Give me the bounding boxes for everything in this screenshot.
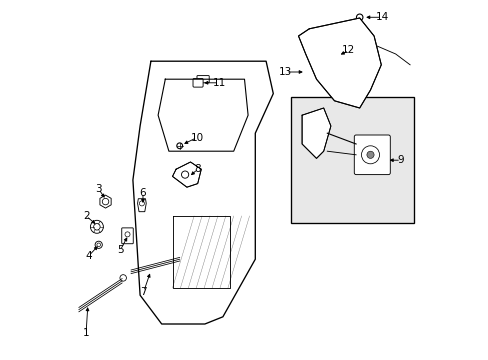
Circle shape [125, 232, 130, 237]
Text: 10: 10 [190, 132, 203, 143]
FancyBboxPatch shape [197, 76, 209, 83]
Text: 4: 4 [85, 251, 92, 261]
Text: 12: 12 [342, 45, 355, 55]
Circle shape [97, 243, 101, 247]
FancyBboxPatch shape [122, 228, 133, 244]
Polygon shape [100, 195, 111, 208]
Text: 3: 3 [95, 184, 102, 194]
Circle shape [94, 224, 100, 230]
Circle shape [177, 143, 182, 149]
Circle shape [366, 151, 373, 158]
Text: 14: 14 [375, 12, 388, 22]
Text: 8: 8 [194, 164, 201, 174]
FancyBboxPatch shape [193, 78, 203, 87]
Text: 1: 1 [82, 328, 89, 338]
Text: 9: 9 [397, 155, 404, 165]
Polygon shape [137, 199, 146, 212]
Circle shape [181, 171, 188, 178]
Text: 11: 11 [212, 78, 225, 88]
Circle shape [102, 198, 108, 205]
Text: 2: 2 [82, 211, 89, 221]
Circle shape [356, 14, 362, 21]
Text: 6: 6 [140, 188, 146, 198]
Polygon shape [172, 162, 201, 187]
Circle shape [120, 275, 126, 281]
Text: 7: 7 [140, 287, 147, 297]
Bar [291, 97, 413, 223]
Polygon shape [298, 18, 381, 108]
Circle shape [361, 146, 379, 164]
Polygon shape [302, 108, 330, 158]
Circle shape [90, 220, 103, 233]
Circle shape [95, 241, 102, 248]
Circle shape [139, 201, 144, 206]
Text: 13: 13 [279, 67, 292, 77]
FancyBboxPatch shape [354, 135, 389, 175]
Text: 5: 5 [117, 245, 123, 255]
